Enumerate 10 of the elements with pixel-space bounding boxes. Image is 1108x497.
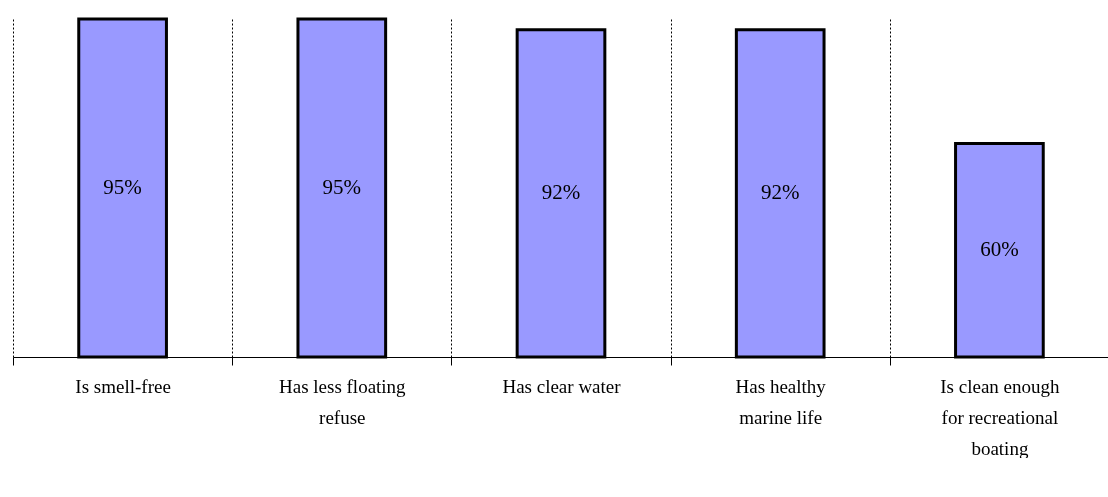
x-tick-label: Is smell-free [75,375,171,397]
data-label: 60% [980,237,1019,262]
data-label: 92% [541,180,581,205]
x-tick-label: Has clear water [502,375,622,397]
x-tick-label: Is clean enough for recreational boating [940,375,1061,459]
x-tick-label: Has healthy marine life [735,375,827,428]
x-tick-label: Has less floating refuse [278,375,407,428]
data-label: 95% [322,175,362,199]
data-label: 92% [760,180,800,205]
data-label: 95% [103,175,142,199]
